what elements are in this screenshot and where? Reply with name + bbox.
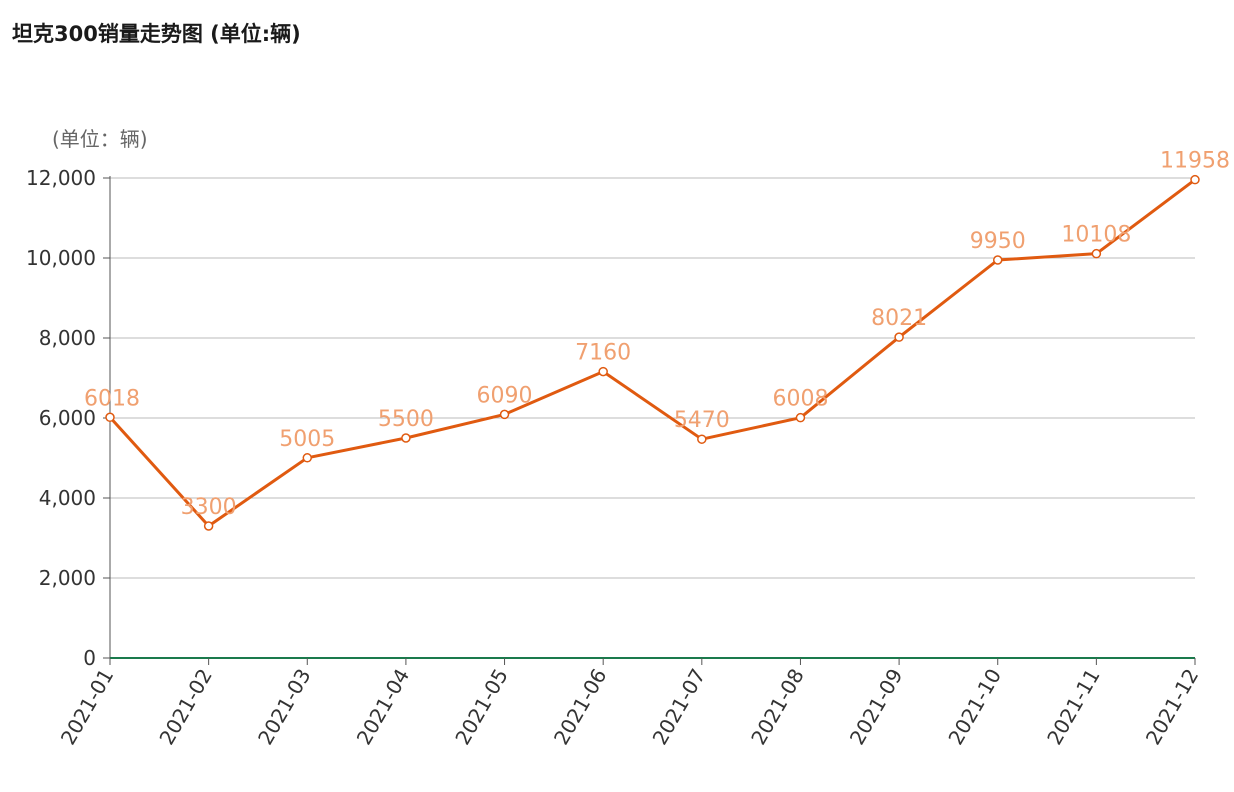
data-point xyxy=(795,412,806,423)
data-point xyxy=(1091,248,1102,259)
y-tick-label: 2,000 xyxy=(39,566,96,590)
series-line xyxy=(105,174,1200,531)
data-label: 5500 xyxy=(378,407,434,432)
x-tick-label: 2021-09 xyxy=(845,665,908,749)
y-tick-label: 8,000 xyxy=(39,326,96,350)
x-tick-label: 2021-04 xyxy=(352,665,415,749)
data-point xyxy=(894,332,904,342)
y-tick-label: 4,000 xyxy=(39,486,96,510)
data-label: 6018 xyxy=(84,386,140,411)
series-path xyxy=(108,178,1196,528)
x-tick-label: 2021-12 xyxy=(1141,665,1204,749)
data-label: 8021 xyxy=(871,306,927,331)
data-point xyxy=(105,412,115,423)
chart-title: 坦克300销量走势图 (单位:辆) xyxy=(12,22,301,46)
x-tick-label: 2021-02 xyxy=(154,665,217,749)
x-tick-label: 2021-11 xyxy=(1042,665,1105,749)
data-label: 11958 xyxy=(1160,149,1230,174)
data-point xyxy=(697,434,707,444)
data-point xyxy=(499,409,510,420)
data-point xyxy=(992,255,1003,265)
y-unit-label: (单位：辆) xyxy=(52,127,148,151)
x-tick-label: 2021-05 xyxy=(450,665,513,749)
y-tick-label: 10,000 xyxy=(26,246,96,270)
x-tick-label: 2021-06 xyxy=(549,665,612,749)
x-tick-label: 2021-07 xyxy=(648,665,711,749)
grid-lines xyxy=(110,177,1195,579)
data-label: 3300 xyxy=(181,495,237,520)
data-label: 5005 xyxy=(279,427,335,452)
data-point xyxy=(1190,174,1200,185)
y-tick-label: 12,000 xyxy=(26,166,96,190)
data-label: 5470 xyxy=(674,408,730,433)
data-label: 9950 xyxy=(970,229,1026,254)
data-point xyxy=(598,366,608,377)
data-label: 7160 xyxy=(575,341,631,366)
data-label: 6008 xyxy=(772,387,828,412)
data-label: 6090 xyxy=(477,383,533,408)
x-tick-label: 2021-10 xyxy=(943,665,1006,749)
data-label: 10108 xyxy=(1061,223,1131,248)
x-tick-label: 2021-08 xyxy=(746,665,809,749)
y-axis: 0 2,000 4,000 6,000 8,000 10,000 12,000 xyxy=(26,166,111,670)
x-axis: 2021-01 2021-02 2021-03 2021-04 2021-05 2021-… xyxy=(56,657,1204,749)
data-point xyxy=(203,521,214,531)
data-point xyxy=(302,453,313,463)
y-tick-label: 0 xyxy=(83,646,96,670)
x-tick-label: 2021-01 xyxy=(56,665,119,749)
data-labels: 6018 3300 5005 5500 6090 7160 5470 6008 8021 9950… xyxy=(84,149,1230,520)
y-tick-label: 6,000 xyxy=(39,406,96,430)
x-tick-label: 2021-03 xyxy=(253,665,316,749)
data-point xyxy=(401,433,411,443)
